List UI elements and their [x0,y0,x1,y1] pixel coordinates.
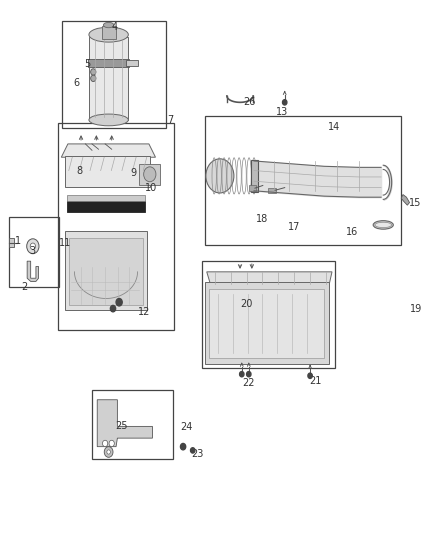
Circle shape [283,100,287,105]
Circle shape [308,373,312,378]
Text: 15: 15 [409,198,421,207]
Bar [205,116,401,245]
Circle shape [91,69,96,75]
Circle shape [206,159,234,193]
Text: 6: 6 [74,78,80,87]
Text: 18: 18 [256,214,268,223]
Polygon shape [401,195,410,205]
Text: 8: 8 [77,166,83,175]
Circle shape [104,447,113,457]
Text: 4: 4 [112,22,118,31]
Ellipse shape [103,22,114,28]
Text: 13: 13 [276,107,288,117]
Bar [205,282,328,364]
Text: 1: 1 [14,236,21,246]
Bar [65,156,150,187]
Bar [249,185,256,191]
Ellipse shape [89,27,128,42]
Bar [202,261,335,368]
Text: 22: 22 [243,378,255,387]
Circle shape [240,372,244,377]
Text: 12: 12 [138,307,150,317]
Text: 2: 2 [21,282,27,292]
Bar [209,289,324,358]
Polygon shape [97,400,152,447]
Polygon shape [27,261,39,281]
Bar [268,188,276,193]
Circle shape [27,239,39,254]
Bar [69,238,143,305]
Polygon shape [61,144,155,157]
Polygon shape [207,272,332,284]
Circle shape [180,443,186,450]
Circle shape [109,440,114,447]
Text: 3: 3 [30,246,36,255]
Ellipse shape [373,221,393,229]
Circle shape [191,448,195,453]
Bar [88,59,129,67]
Text: 24: 24 [180,423,192,432]
Text: 19: 19 [410,304,422,314]
Circle shape [110,305,116,312]
Text: 5: 5 [85,59,91,69]
Text: 14: 14 [328,122,340,132]
Bar [102,26,116,39]
Text: 11: 11 [59,238,71,247]
Bar [58,123,174,330]
Bar [9,238,14,247]
Bar [67,195,145,201]
Bar [92,390,173,459]
Circle shape [144,167,156,182]
Circle shape [102,440,108,447]
Bar [126,60,138,66]
Bar [139,164,160,185]
Bar [9,217,59,287]
Text: 16: 16 [346,227,358,237]
Text: 9: 9 [131,168,137,178]
Text: 25: 25 [116,422,128,431]
Text: 10: 10 [145,183,157,192]
Bar [65,231,147,310]
Text: 26: 26 [244,98,256,107]
Bar [89,37,128,120]
Circle shape [30,243,35,249]
Text: 7: 7 [167,115,173,125]
Text: 17: 17 [288,222,300,231]
Circle shape [107,450,110,454]
Ellipse shape [89,114,128,126]
Text: 21: 21 [309,376,321,386]
Bar [62,21,166,128]
Circle shape [247,372,251,377]
Circle shape [116,298,122,306]
Bar [67,201,145,212]
Circle shape [91,75,96,82]
Bar [251,160,258,192]
Text: 20: 20 [240,299,252,309]
Ellipse shape [375,222,392,228]
Text: 23: 23 [191,449,203,459]
